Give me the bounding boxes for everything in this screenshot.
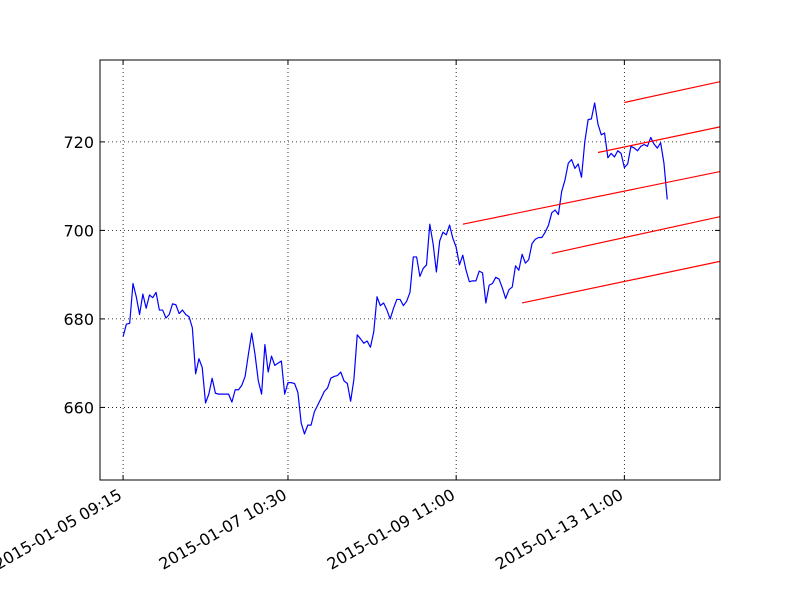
grid — [100, 60, 720, 480]
y-tick-label: 680 — [63, 310, 94, 329]
axis-ticks — [100, 60, 720, 480]
y-tick-label: 660 — [63, 398, 94, 417]
y-tick-label: 700 — [63, 221, 94, 240]
y-tick-label: 720 — [63, 133, 94, 152]
plot-area — [122, 81, 720, 435]
channel-line — [462, 170, 720, 225]
channel-line — [551, 216, 720, 254]
price-series-line — [122, 102, 668, 435]
channel-line — [522, 260, 720, 304]
plot-frame — [99, 59, 721, 481]
channel-line — [624, 81, 720, 104]
channel-line — [597, 126, 720, 154]
